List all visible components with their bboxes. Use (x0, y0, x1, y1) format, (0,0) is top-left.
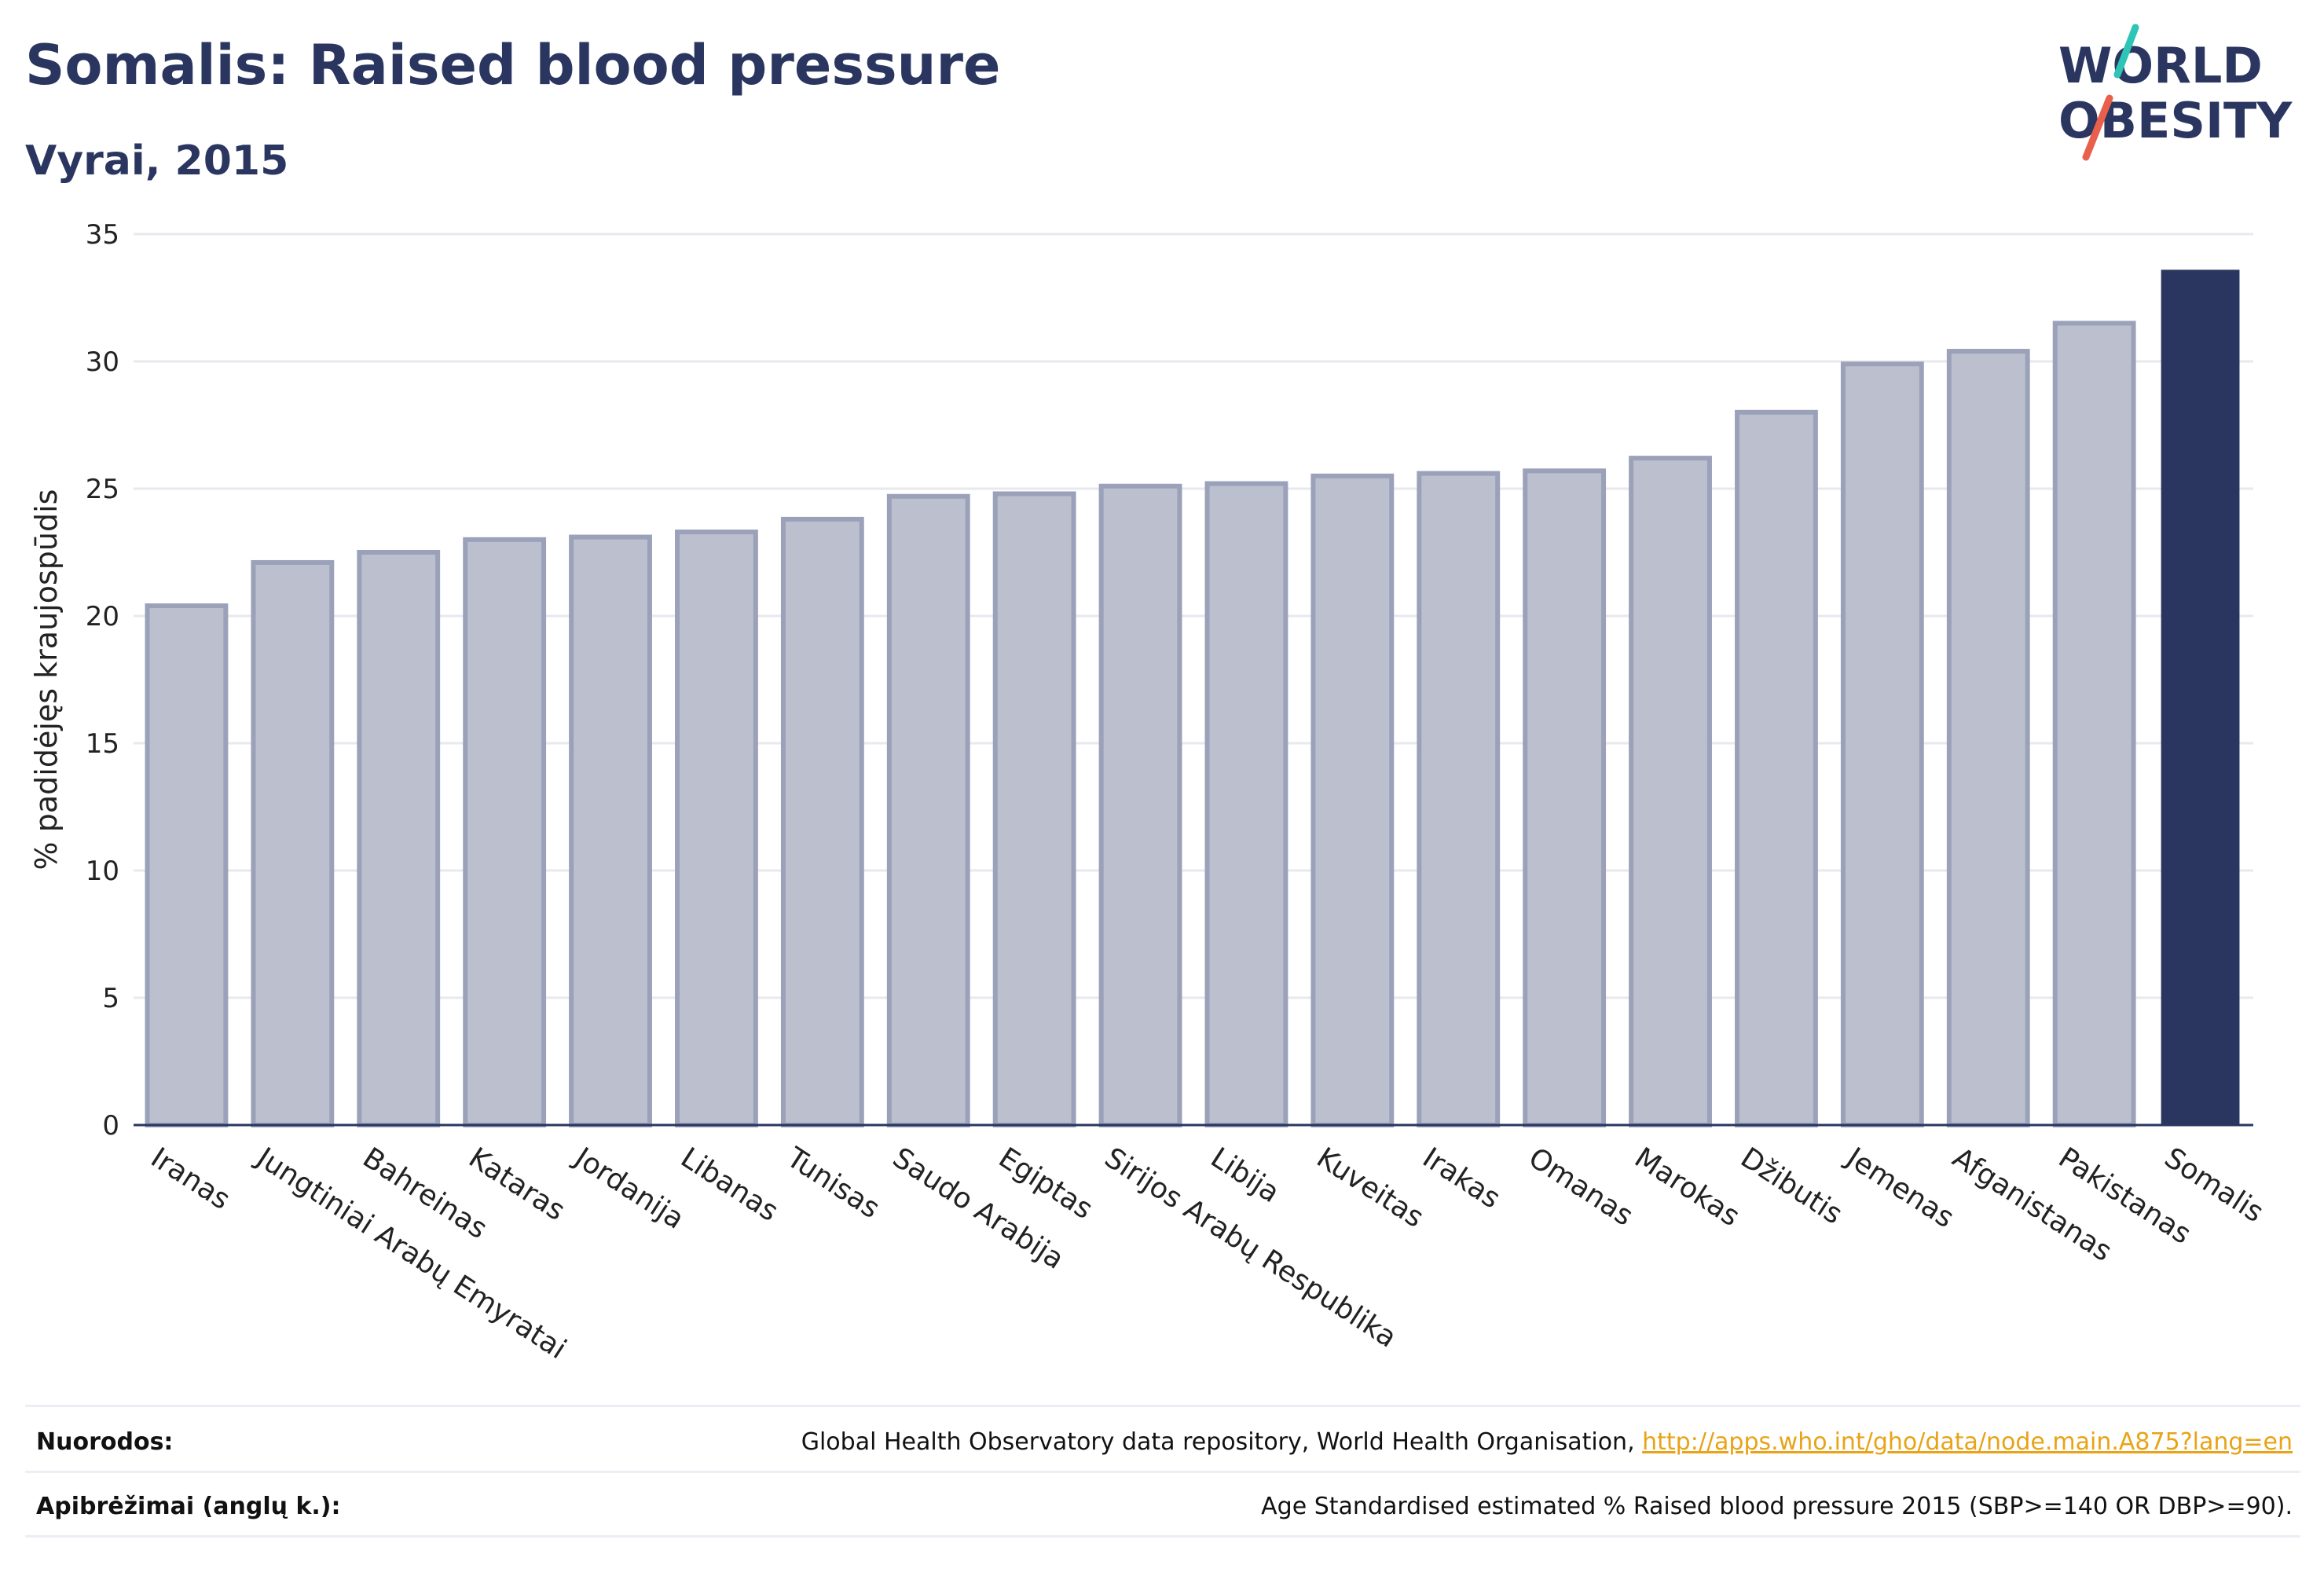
y-tick-label: 0 (102, 1110, 119, 1142)
bar (1735, 409, 1818, 1127)
definitions-label: Apibrėžimai (anglų k.): (36, 1493, 341, 1520)
chart-subtitle: Vyrai, 2015 (25, 137, 289, 185)
x-tick-label: Jemenas (1839, 1141, 1959, 1234)
sources-label: Nuorodos: (36, 1428, 174, 1456)
logo-slash-upper (2113, 24, 2139, 79)
footer-divider-middle (25, 1471, 2300, 1473)
y-tick-label: 10 (86, 856, 119, 887)
bar (1629, 456, 1712, 1127)
bar (992, 491, 1076, 1127)
y-tick-label: 5 (102, 983, 119, 1014)
bar (1204, 481, 1288, 1127)
sources-link[interactable]: http://apps.who.int/gho/data/node.main.A… (1642, 1428, 2293, 1456)
logo-line1: WORLD (2058, 37, 2263, 94)
logo-slash-lower (2082, 94, 2113, 161)
definitions-value: Age Standardised estimated % Raised bloo… (1261, 1493, 2293, 1520)
bar (145, 603, 229, 1127)
y-tick-label: 20 (86, 601, 119, 632)
y-axis-label: % padidėjęs kraujospūdis (29, 489, 64, 870)
x-tick-label: Omanas (1523, 1142, 1638, 1233)
bar (1310, 473, 1395, 1127)
chart-title: Somalis: Raised blood pressure (25, 33, 1001, 97)
x-tick-label: Kuveitas (1310, 1142, 1429, 1234)
bar (2052, 321, 2136, 1127)
y-tick-label: 35 (86, 219, 119, 251)
y-tick-label: 30 (86, 346, 119, 378)
bar (675, 530, 758, 1127)
x-tick-label: Iranas (145, 1142, 236, 1216)
world-obesity-logo: WORLD OBESITY (2058, 24, 2293, 161)
bar (1946, 349, 2030, 1128)
x-tick-label: Irakas (1417, 1142, 1505, 1215)
y-tick-label: 15 (86, 728, 119, 760)
bar (357, 550, 441, 1127)
x-tick-label: Libanas (675, 1142, 784, 1228)
bar-chart: 0 5 10 15 20 25 30 35 % padidėjęs kraujospūdis Ir… (29, 219, 2269, 1365)
bar (1840, 361, 1924, 1127)
bar (569, 534, 652, 1127)
footer-divider-bottom (25, 1535, 2300, 1538)
bar (1417, 471, 1501, 1127)
x-tick-label: Libija (1205, 1142, 1285, 1209)
x-tick-label: Džibutis (1735, 1142, 1848, 1230)
bar (1098, 483, 1182, 1127)
bar (2161, 269, 2240, 1125)
bar (251, 559, 335, 1127)
bar (463, 537, 547, 1127)
bar (780, 516, 864, 1127)
sources-text: Global Health Observatory data repositor… (801, 1428, 1643, 1456)
x-tick-label: Marokas (1629, 1142, 1745, 1233)
footer-divider-top (25, 1405, 2300, 1407)
bar (1523, 468, 1607, 1127)
x-tick-label: Tunisas (780, 1142, 885, 1226)
sources-value: Global Health Observatory data repositor… (801, 1428, 2293, 1456)
bar (886, 493, 970, 1127)
x-tick-label: Jordanija (567, 1141, 689, 1236)
y-tick-label: 25 (86, 474, 119, 505)
